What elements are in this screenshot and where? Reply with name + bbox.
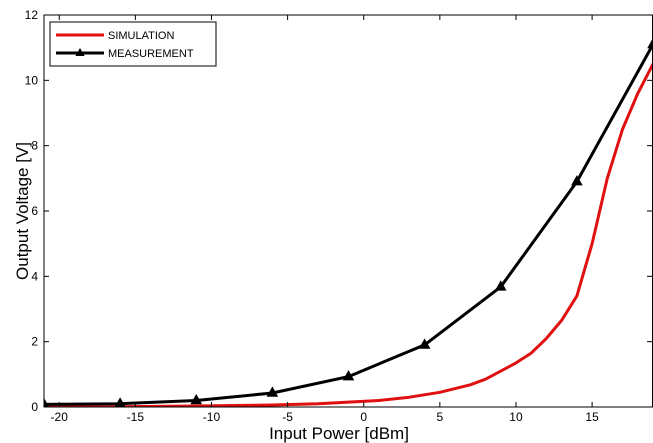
measurement-marker xyxy=(647,37,653,49)
x-tick-label: -5 xyxy=(282,410,293,424)
y-tick-label: 6 xyxy=(31,204,38,218)
measurement-marker xyxy=(494,280,507,291)
x-tick-label: 0 xyxy=(360,410,367,424)
y-tick-label: 12 xyxy=(25,8,39,22)
measurement-marker xyxy=(190,393,203,405)
measurement-marker xyxy=(266,386,279,397)
y-tick-label: 4 xyxy=(31,269,38,283)
measurement-marker xyxy=(114,397,126,407)
measurement-marker xyxy=(342,370,355,381)
axes: -20 -15 -10 -5 0 5 10 15 0 2 4 6 8 10 12 xyxy=(25,8,653,424)
legend-label-simulation: SIMULATION xyxy=(108,30,174,42)
series-measurement xyxy=(44,37,653,407)
x-tick-label: 5 xyxy=(437,410,444,424)
y-tick-label: 2 xyxy=(31,335,38,349)
measurement-marker xyxy=(571,175,583,186)
x-tick-label: -10 xyxy=(203,410,221,424)
legend-label-measurement: MEASUREMENT xyxy=(108,48,194,60)
legend-marker-measurement xyxy=(75,48,85,56)
legend-box xyxy=(49,21,217,67)
x-axis-title: Input Power [dBm] xyxy=(269,424,409,443)
plot-marks xyxy=(44,37,653,407)
series-simulation xyxy=(44,63,653,407)
plot-frame xyxy=(43,14,653,408)
y-tick-label: 8 xyxy=(31,139,38,153)
legend: SIMULATION MEASUREMENT xyxy=(49,21,217,67)
x-tick-label: -20 xyxy=(51,410,69,424)
x-tick-label: 10 xyxy=(509,410,523,424)
measurement-marker xyxy=(418,338,431,349)
y-tick-label: 0 xyxy=(31,400,38,414)
simulation-line xyxy=(44,63,653,407)
measurement-marker xyxy=(44,397,50,407)
y-tick-label: 10 xyxy=(25,73,39,87)
y-axis-title: Output Voltage [V] xyxy=(13,142,32,280)
measurement-line xyxy=(44,43,653,406)
x-tick-label: 15 xyxy=(585,410,599,424)
x-tick-label: -15 xyxy=(127,410,145,424)
